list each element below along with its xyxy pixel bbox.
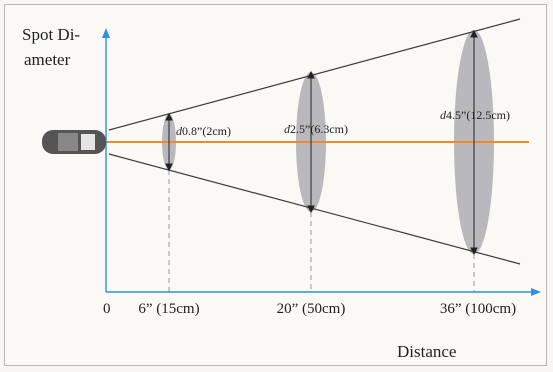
origin-label: 0 xyxy=(103,301,111,317)
x-axis-arrow xyxy=(531,288,541,296)
tick-label-1: 6” (15cm) xyxy=(138,301,199,317)
tick-label-3: 36” (100cm) xyxy=(440,301,516,317)
y-axis-arrow xyxy=(102,28,110,38)
cone-lower-line xyxy=(108,153,521,265)
spot-label-2: d2.5”(6.3cm) xyxy=(284,122,348,136)
spot-dimension-arrows xyxy=(165,29,478,256)
spot-label-3: d4.5”(12.5cm) xyxy=(440,108,510,122)
cone-upper-line xyxy=(108,18,521,131)
y-axis-label-line1: Spot Di- xyxy=(22,25,80,44)
tick-label-2: 20” (50cm) xyxy=(277,301,346,317)
y-axis-label-line2: ameter xyxy=(24,50,71,69)
x-axis-label: Distance xyxy=(397,342,456,361)
sensor-icon xyxy=(42,130,106,154)
spot-label-1: d0.8”(2cm) xyxy=(176,124,231,138)
